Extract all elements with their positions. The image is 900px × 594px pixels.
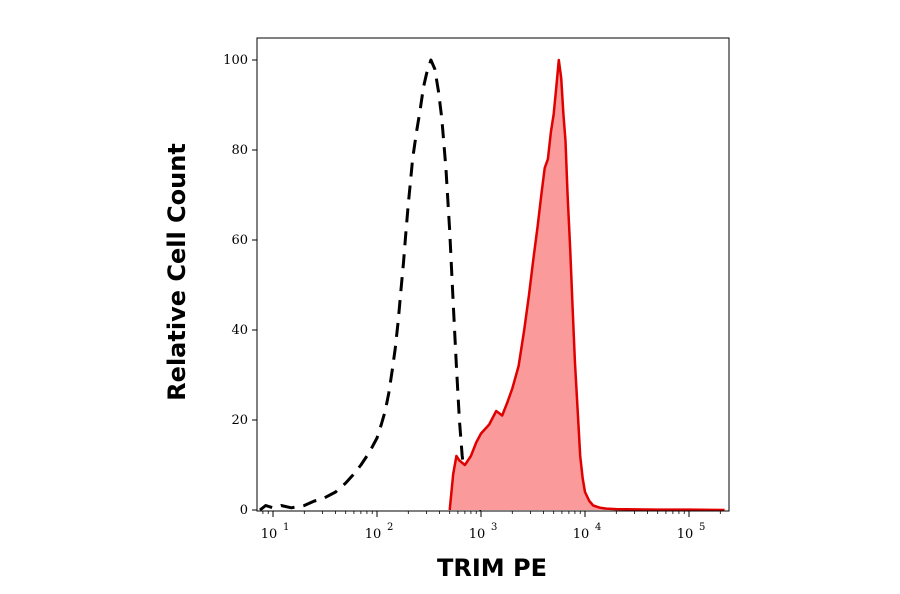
x-tick-exponent: 1	[283, 522, 289, 533]
y-tick-label: 60	[231, 233, 248, 248]
y-tick-label: 0	[240, 503, 248, 518]
y-tick-label: 20	[231, 413, 248, 428]
series-0-line	[259, 58, 482, 512]
x-tick-label: 10	[469, 527, 486, 542]
y-tick-label: 80	[231, 143, 248, 158]
y-tick-label: 40	[231, 323, 248, 338]
plot-frame	[256, 37, 730, 512]
x-tick-exponent: 4	[595, 522, 601, 533]
x-tick-label: 10	[677, 527, 694, 542]
x-axis-title: TRIM PE	[437, 554, 547, 582]
x-tick-label: 10	[261, 527, 278, 542]
x-tick-exponent: 3	[491, 522, 497, 533]
x-tick-label: 10	[365, 527, 382, 542]
x-tick-exponent: 2	[387, 522, 393, 533]
x-tick-exponent: 5	[699, 522, 705, 533]
x-tick-label: 10	[573, 527, 590, 542]
series-1-line	[448, 58, 725, 512]
y-tick-label: 100	[223, 53, 248, 68]
series-1-area	[449, 60, 725, 510]
y-axis-title: Relative Cell Count	[163, 143, 191, 401]
